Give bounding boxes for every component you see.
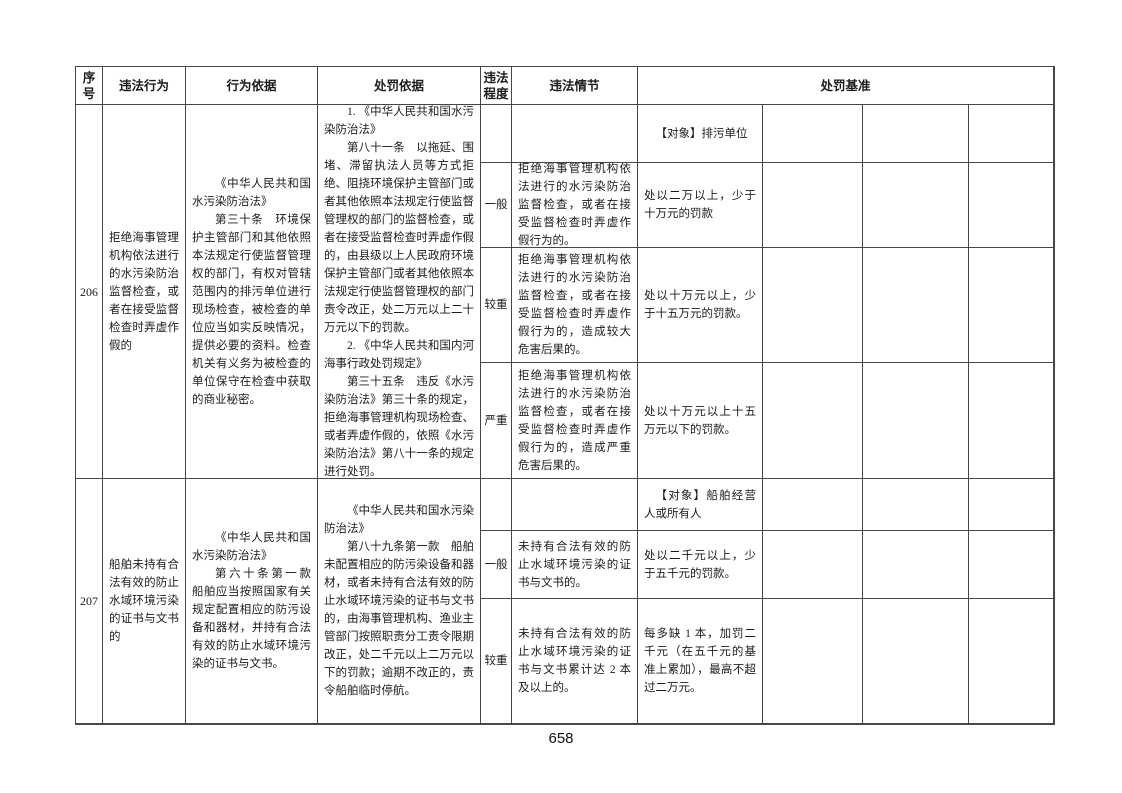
- row-207-behavior: 船舶未持有合法有效的防止水域环境污染的证书与文书的: [103, 479, 186, 724]
- header-degree: 违法程度: [481, 67, 512, 105]
- row-207-standard-2: 每多缺 1 本，加罚二千元（在五千元的基准上累加），最高不超过二万元。: [638, 599, 763, 724]
- standard-text: 处以十万元以上，少于十五万元的罚款。: [644, 290, 756, 320]
- row-206-target: 【对象】排污单位: [638, 105, 763, 163]
- empty-cell: [763, 363, 863, 479]
- law-title: 1. 《中华人民共和国水污染防治法》: [324, 105, 474, 136]
- law-article: 第八十九条第一款 船舶未配置相应的防污染设备和器材，或者未持有合法有效的防止水域…: [324, 541, 474, 697]
- law-article: 第三十五条 违反《水污染防治法》第三十条的规定，拒绝海事管理机构现场检查、或者弄…: [324, 375, 474, 478]
- empty-cell: [863, 479, 969, 531]
- page-number: 658: [548, 730, 574, 747]
- row-207-circumstance-1: 未持有合法有效的防止水域环境污染的证书与文书的。: [512, 531, 638, 599]
- empty-cell: [763, 479, 863, 531]
- circumstance-text: 拒绝海事管理机构依法进行的水污染防治监督检查，或者在接受监督检查时弄虚作假行为的…: [518, 369, 631, 472]
- row-207-standard-1: 处以二千元以上，少于五千元的罚款。: [638, 531, 763, 599]
- header-standard: 处罚基准: [638, 67, 1054, 105]
- row-206-circumstance-3: 拒绝海事管理机构依法进行的水污染防治监督检查，或者在接受监督检查时弄虚作假行为的…: [512, 363, 638, 479]
- row-206-target-text: 【对象】排污单位: [655, 127, 748, 140]
- empty-cell: [969, 363, 1054, 479]
- empty-cell: [763, 599, 863, 724]
- law-article: 第三十条 环境保护主管部门和其他依照本法规定行使监督管理权的部门，有权对管辖范围…: [192, 213, 311, 406]
- law-title: 《中华人民共和国水污染防治法》: [192, 532, 311, 562]
- row-206-degree-2: 较重: [481, 248, 512, 363]
- standard-text: 处以二万以上，少于十万元的罚款: [644, 190, 756, 220]
- header-behavior: 违法行为: [103, 67, 186, 105]
- row-207-behavior-text: 船舶未持有合法有效的防止水域环境污染的证书与文书的: [109, 559, 179, 643]
- law-title: 《中华人民共和国水污染防治法》: [192, 177, 311, 208]
- empty-cell: [863, 105, 969, 163]
- row-207-degree-2: 较重: [481, 599, 512, 724]
- header-behavior-label: 违法行为: [118, 78, 169, 93]
- header-standard-label: 处罚基准: [820, 78, 871, 93]
- header-behavior-basis: 行为依据: [186, 67, 318, 105]
- penalty-table: 序号 违法行为 行为依据 处罚依据 违法程度 违法情节 处罚基准 206 拒绝海…: [75, 66, 1055, 725]
- row-207-penalty-basis: 《中华人民共和国水污染防治法》 第八十九条第一款 船舶未配置相应的防污染设备和器…: [318, 479, 481, 724]
- empty-cell: [969, 163, 1054, 248]
- empty-cell: [969, 479, 1054, 531]
- empty-cell: [481, 479, 512, 531]
- row-206-standard-1: 处以二万以上，少于十万元的罚款: [638, 163, 763, 248]
- row-206-degree-1: 一般: [481, 163, 512, 248]
- law-article: 第六十条第一款 船舶应当按照国家有关规定配置相应的防污设备和器材，并持有合法有效…: [192, 568, 317, 670]
- row-207-serial: 207: [76, 479, 103, 724]
- law-title: 2. 《中华人民共和国内河海事行政处罚规定》: [324, 339, 474, 370]
- circumstance-text: 未持有合法有效的防止水域环境污染的证书与文书的。: [518, 540, 631, 589]
- header-circumstance: 违法情节: [512, 67, 638, 105]
- law-title: 《中华人民共和国水污染防治法》: [324, 505, 474, 535]
- empty-cell: [863, 248, 969, 363]
- row-207-degree-1: 一般: [481, 531, 512, 599]
- empty-cell: [969, 599, 1054, 724]
- row-206-standard-2: 处以十万元以上，少于十五万元的罚款。: [638, 248, 763, 363]
- row-207-target-text: 【对象】船舶经营人或所有人: [644, 489, 756, 520]
- header-serial-label: 序号: [82, 70, 96, 101]
- empty-cell: [969, 105, 1054, 163]
- empty-cell: [763, 531, 863, 599]
- empty-cell: [512, 105, 638, 163]
- empty-cell: [969, 248, 1054, 363]
- header-penalty-basis: 处罚依据: [318, 67, 481, 105]
- circumstance-text: 未持有合法有效的防止水域环境污染的证书与文书累计达 2 本及以上的。: [518, 628, 631, 694]
- empty-cell: [969, 531, 1054, 599]
- header-circumstance-label: 违法情节: [549, 78, 600, 93]
- row-206-standard-3: 处以十万元以上十五万元以下的罚款。: [638, 363, 763, 479]
- row-206-behavior-text: 拒绝海事管理机构依法进行的水污染防治监督检查，或者在接受监督检查时弄虚作假的: [109, 231, 179, 352]
- row-206-behavior: 拒绝海事管理机构依法进行的水污染防治监督检查，或者在接受监督检查时弄虚作假的: [103, 105, 186, 479]
- empty-cell: [863, 599, 969, 724]
- header-behavior-basis-label: 行为依据: [226, 78, 277, 93]
- circumstance-text: 拒绝海事管理机构依法进行的水污染防治监督检查，或者在接受监督检查时弄虚作假行为的…: [518, 163, 631, 247]
- row-206-circumstance-1: 拒绝海事管理机构依法进行的水污染防治监督检查，或者在接受监督检查时弄虚作假行为的…: [512, 163, 638, 248]
- empty-cell: [512, 479, 638, 531]
- header-penalty-basis-label: 处罚依据: [373, 78, 424, 93]
- empty-cell: [863, 163, 969, 248]
- circumstance-text: 拒绝海事管理机构依法进行的水污染防治监督检查，或者在接受监督检查时弄虚作假行为的…: [518, 254, 631, 356]
- empty-cell: [481, 105, 512, 163]
- row-207-target: 【对象】船舶经营人或所有人: [638, 479, 763, 531]
- empty-cell: [763, 105, 863, 163]
- row-206-circumstance-2: 拒绝海事管理机构依法进行的水污染防治监督检查，或者在接受监督检查时弄虚作假行为的…: [512, 248, 638, 363]
- law-article: 第八十一条 以拖延、围堵、滞留执法人员等方式拒绝、阻挠环境保护主管部门或者其他依…: [324, 141, 474, 334]
- standard-text: 每多缺 1 本，加罚二千元（在五千元的基准上累加），最高不超过二万元。: [644, 628, 756, 694]
- row-206-penalty-basis: 1. 《中华人民共和国水污染防治法》 第八十一条 以拖延、围堵、滞留执法人员等方…: [318, 105, 481, 479]
- empty-cell: [863, 363, 969, 479]
- row-206-degree-3: 严重: [481, 363, 512, 479]
- empty-cell: [763, 163, 863, 248]
- row-206-behavior-basis: 《中华人民共和国水污染防治法》 第三十条 环境保护主管部门和其他依照本法规定行使…: [186, 105, 318, 479]
- row-207-behavior-basis: 《中华人民共和国水污染防治法》 第六十条第一款 船舶应当按照国家有关规定配置相应…: [186, 479, 318, 724]
- header-serial: 序号: [76, 67, 103, 105]
- standard-text: 处以十万元以上十五万元以下的罚款。: [644, 405, 756, 436]
- header-degree-label: 违法程度: [483, 70, 509, 101]
- empty-cell: [763, 248, 863, 363]
- standard-text: 处以二千元以上，少于五千元的罚款。: [644, 549, 756, 580]
- row-207-circumstance-2: 未持有合法有效的防止水域环境污染的证书与文书累计达 2 本及以上的。: [512, 599, 638, 724]
- row-206-serial: 206: [76, 105, 103, 479]
- empty-cell: [863, 531, 969, 599]
